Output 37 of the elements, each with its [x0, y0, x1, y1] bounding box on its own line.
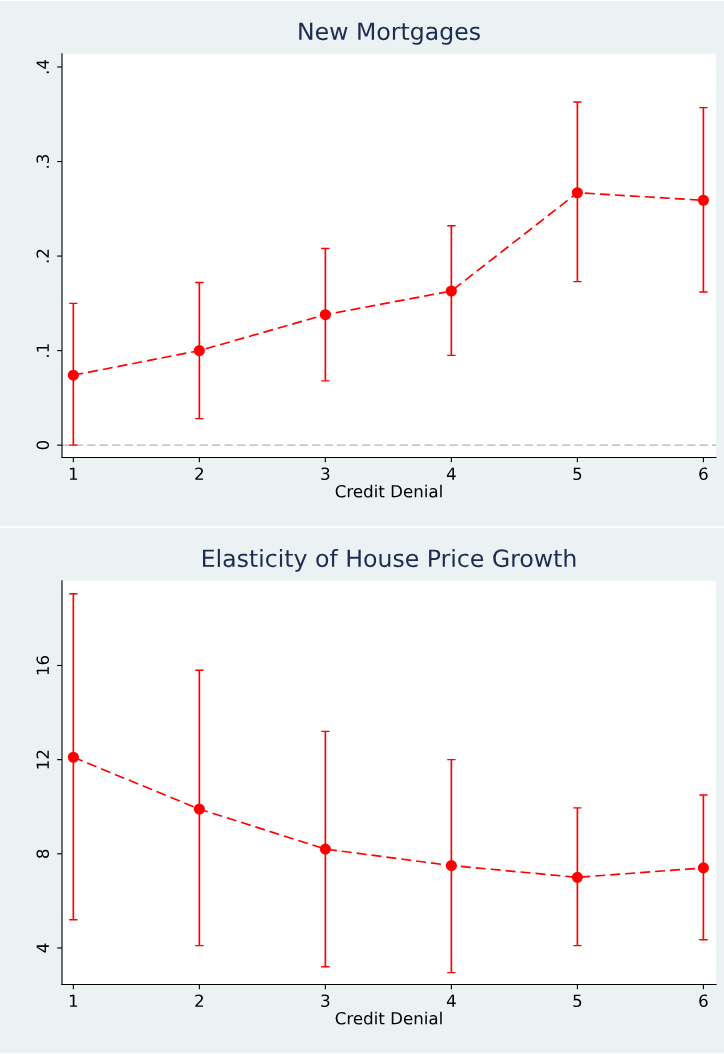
chart-title: Elasticity of House Price Growth [202, 548, 576, 572]
x-tick-label: 4 [446, 467, 456, 480]
point [571, 871, 583, 883]
x-tick-label: 3 [321, 994, 330, 1008]
x-tick-label: 3 [321, 467, 330, 481]
y-tick-label: 0 [36, 440, 50, 450]
y-tick-label: 16 [36, 655, 50, 675]
x-tick-label: 6 [699, 467, 708, 481]
y-tick-label: .4 [36, 59, 49, 74]
point [193, 345, 205, 357]
y-tick-label: .2 [36, 249, 49, 263]
x-tick-label: 5 [573, 467, 582, 481]
y-tick-label: 8 [36, 849, 50, 858]
point [571, 187, 583, 199]
x-tick-label: 2 [195, 467, 203, 480]
point [319, 309, 331, 321]
y-tick-label: .3 [36, 154, 50, 168]
y-tick-label: 4 [36, 943, 49, 953]
x-axis-title: Credit Denial [335, 484, 442, 498]
point [319, 843, 331, 855]
point [445, 285, 457, 297]
y-tick-label: 12 [36, 750, 49, 769]
x-tick-label: 6 [699, 994, 708, 1008]
x-tick-label: 5 [573, 994, 582, 1008]
x-axis-title: Credit Denial [335, 1011, 442, 1025]
point [67, 751, 79, 763]
point [697, 862, 709, 874]
chart-title: New Mortgages [299, 22, 480, 45]
point [67, 369, 79, 381]
x-tick-label: 1 [69, 994, 78, 1007]
x-tick-label: 2 [195, 994, 203, 1007]
x-tick-label: 1 [69, 467, 78, 480]
point [697, 194, 709, 206]
point [445, 860, 457, 872]
y-tick-label: .1 [36, 344, 49, 357]
x-tick-label: 4 [446, 994, 456, 1007]
point [193, 803, 205, 815]
